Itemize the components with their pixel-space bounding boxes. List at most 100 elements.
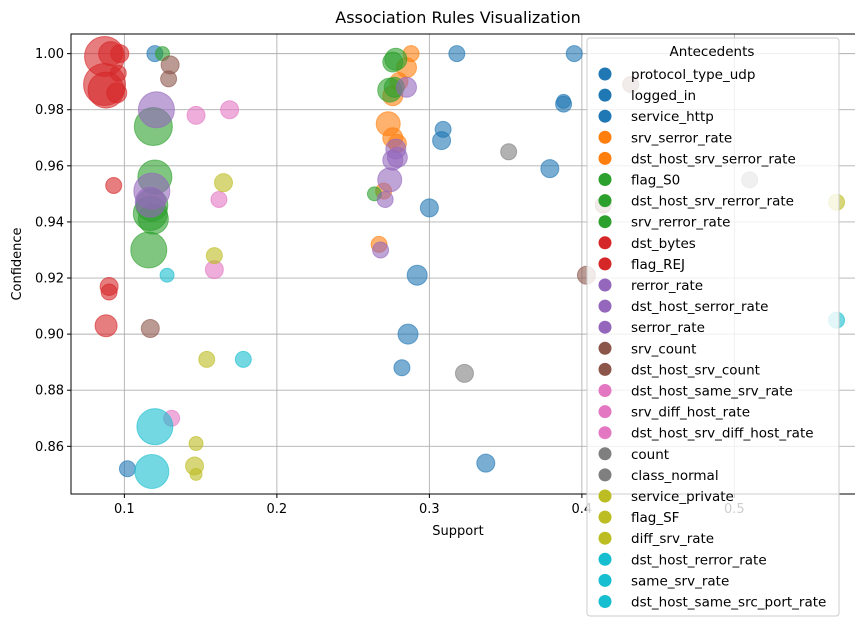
legend-marker: [598, 257, 612, 271]
data-point: [565, 45, 583, 63]
legend-marker: [598, 109, 612, 123]
legend-marker: [598, 67, 612, 81]
data-point: [396, 76, 417, 98]
data-point: [448, 45, 466, 63]
y-tick-label: 0.86: [35, 440, 64, 455]
x-tick-label: 0.2: [267, 502, 288, 517]
data-point: [220, 100, 240, 120]
legend-label: dst_host_same_srv_rate: [631, 384, 793, 400]
data-point: [159, 267, 175, 283]
legend-label: serror_rate: [631, 320, 705, 336]
legend-label: diff_srv_rate: [631, 531, 714, 547]
data-point: [110, 44, 130, 64]
legend-marker: [598, 130, 612, 144]
y-tick-label: 0.96: [35, 159, 64, 174]
legend-marker: [598, 595, 612, 608]
data-point: [377, 167, 403, 193]
data-point: [454, 363, 474, 383]
legend-label: class_normal: [631, 468, 719, 484]
y-tick-label: 1.00: [35, 47, 64, 62]
data-point: [540, 159, 560, 179]
data-point: [186, 105, 206, 125]
legend: Antecedents protocol_type_udp logged_inse…: [586, 37, 840, 617]
legend-marker: [598, 384, 612, 397]
legend-label: dst_bytes: [631, 236, 696, 252]
data-point: [198, 350, 216, 368]
legend-label: dst_host_srv_count: [631, 362, 760, 378]
legend-marker: [598, 194, 612, 208]
legend-marker: [598, 362, 612, 376]
legend-marker: [598, 88, 612, 102]
legend-title: Antecedents: [670, 44, 755, 60]
data-point: [105, 176, 123, 194]
y-tick-label: 0.92: [35, 272, 64, 287]
legend-label: dst_host_same_src_port_rate: [631, 595, 826, 611]
data-point: [210, 190, 228, 208]
y-tick-label: 0.90: [35, 328, 64, 343]
data-point: [382, 149, 404, 171]
y-tick-label: 0.88: [35, 384, 64, 399]
legend-marker: [598, 468, 612, 482]
data-point: [234, 350, 252, 368]
legend-label: flag_SF: [631, 510, 679, 526]
data-point: [160, 70, 178, 88]
legend-label: dst_host_srv_rerror_rate: [631, 194, 794, 210]
data-point: [393, 359, 411, 377]
data-point: [382, 51, 404, 73]
legend-marker: [598, 151, 612, 165]
legend-marker: [598, 510, 612, 524]
data-point: [556, 93, 572, 109]
legend-marker: [598, 278, 612, 292]
legend-marker: [598, 426, 612, 440]
legend-marker: [598, 215, 612, 229]
legend-label: dst_host_srv_diff_host_rate: [631, 426, 814, 442]
legend-label: dst_host_rerror_rate: [631, 552, 767, 568]
legend-marker: [598, 173, 612, 186]
legend-marker: [598, 341, 612, 355]
legend-label: rerror_rate: [631, 278, 703, 294]
data-point: [432, 131, 452, 151]
data-point: [136, 408, 174, 446]
data-point: [106, 82, 128, 104]
legend-label: flag_REJ: [631, 257, 685, 273]
data-point: [376, 190, 394, 208]
data-point: [205, 247, 223, 265]
legend-label: dst_host_serror_rate: [631, 299, 768, 315]
legend-label: srv_diff_host_rate: [631, 405, 750, 421]
legend-marker: [598, 299, 612, 313]
legend-label: dst_host_srv_serror_rate: [631, 151, 796, 167]
data-point: [406, 264, 428, 286]
legend-marker: [598, 531, 612, 545]
y-axis-title: Confidence: [10, 227, 25, 300]
legend-marker: [598, 320, 612, 334]
legend-marker: [598, 573, 612, 587]
x-axis-title: Support: [432, 524, 483, 539]
legend-label: logged_in: [631, 88, 696, 104]
legend-marker: [598, 447, 612, 461]
data-point: [419, 198, 439, 218]
points: [83, 35, 846, 490]
legend-marker: [598, 405, 612, 419]
legend-label: flag_S0: [631, 173, 680, 189]
x-tick-label: 0.3: [419, 502, 440, 517]
data-point: [134, 186, 166, 218]
x-tick-label: 0.1: [114, 502, 135, 517]
data-point: [140, 319, 160, 339]
legend-label: count: [631, 447, 669, 463]
legend-marker: [598, 552, 612, 566]
chart-title: Association Rules Visualization: [335, 8, 581, 27]
y-tick-label: 0.98: [35, 103, 64, 118]
legend-marker: [598, 236, 612, 250]
data-point: [100, 283, 118, 301]
data-point: [109, 64, 127, 82]
legend-label: service_http: [631, 109, 714, 125]
legend-marker: [598, 489, 612, 503]
legend-label: protocol_type_udp: [631, 67, 755, 83]
y-tick-label: 0.94: [35, 215, 64, 230]
data-point: [372, 241, 390, 259]
data-point: [397, 323, 419, 345]
legend-label: srv_count: [631, 341, 696, 357]
data-point: [214, 173, 233, 193]
legend-label: srv_rerror_rate: [631, 215, 730, 231]
